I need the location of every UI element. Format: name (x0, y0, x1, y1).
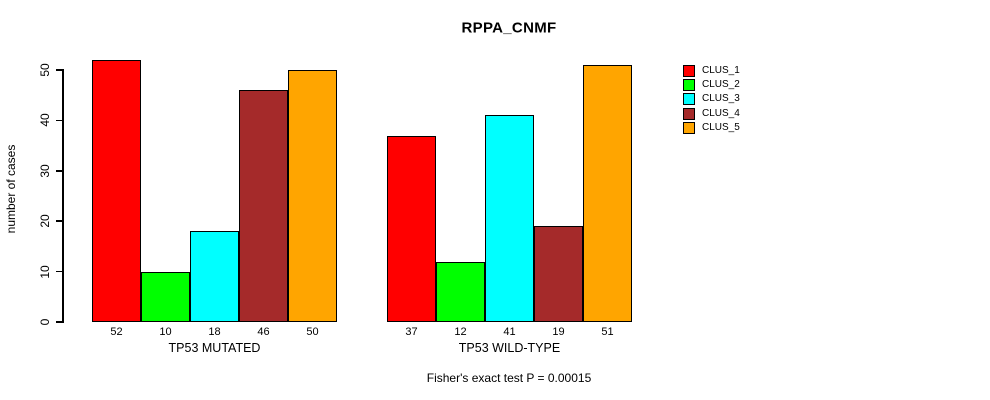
y-axis-tick-label: 50 (38, 63, 52, 77)
bar-clus_5-group1 (288, 70, 337, 322)
legend-item: CLUS_3 (683, 93, 740, 106)
y-axis-tick (56, 220, 63, 222)
bar-value-label: 12 (454, 326, 467, 338)
bar-value-label: 41 (503, 326, 516, 338)
legend-swatch-clus_5 (683, 121, 695, 134)
bar-clus_4-group1 (239, 90, 288, 322)
chart-title: RPPA_CNMF (461, 19, 557, 37)
bar-value-label: 37 (405, 326, 418, 338)
bar-value-label: 51 (601, 326, 614, 338)
legend-label: CLUS_2 (702, 79, 740, 91)
legend-swatch-clus_1 (683, 65, 695, 77)
y-axis-tick (56, 321, 63, 323)
legend-label: CLUS_1 (702, 65, 740, 76)
y-axis-tick (56, 170, 63, 172)
bar-clus_2-group1 (141, 272, 190, 322)
bar-clus_1-group2 (387, 136, 436, 322)
fisher-test-annotation: Fisher's exact test P = 0.00015 (426, 371, 592, 385)
bar-clus_3-group2 (485, 115, 534, 322)
legend-item: CLUS_4 (683, 107, 740, 120)
legend-swatch-clus_4 (683, 107, 695, 120)
legend-swatch-clus_2 (683, 79, 695, 92)
y-axis-tick-label: 10 (38, 264, 52, 279)
bar-value-label: 52 (110, 326, 123, 338)
bar-clus_4-group2 (534, 226, 583, 322)
x-axis-group-label: TP53 MUTATED (168, 341, 261, 355)
bar-value-label: 18 (208, 326, 221, 338)
y-axis-tick-label: 40 (38, 113, 52, 128)
legend-item: CLUS_5 (683, 121, 740, 134)
legend-label: CLUS_3 (702, 93, 740, 105)
bar-value-label: 46 (257, 326, 270, 338)
bar-clus_5-group2 (583, 65, 632, 322)
bar-clus_2-group2 (436, 262, 485, 322)
legend-item: CLUS_1 (683, 65, 740, 77)
bar-clus_3-group1 (190, 231, 239, 322)
legend-label: CLUS_5 (702, 121, 740, 133)
y-axis-tick-label: 20 (38, 214, 52, 228)
bar-value-label: 50 (306, 326, 319, 338)
legend-swatch-clus_3 (683, 93, 695, 106)
y-axis-tick (56, 119, 63, 122)
y-axis-line (62, 69, 64, 323)
y-axis-tick (56, 69, 63, 71)
y-axis-tick (56, 270, 63, 273)
x-axis-group-label: TP53 WILD-TYPE (458, 341, 561, 355)
bar-value-label: 10 (159, 326, 172, 338)
bar-value-label: 19 (552, 326, 565, 338)
y-axis-tick-label: 30 (38, 164, 52, 178)
legend-item: CLUS_2 (683, 79, 740, 92)
bar-clus_1-group1 (92, 60, 141, 322)
legend-label: CLUS_4 (702, 107, 740, 119)
y-axis-tick-label: 0 (38, 318, 52, 326)
y-axis-label: number of cases (4, 144, 18, 234)
